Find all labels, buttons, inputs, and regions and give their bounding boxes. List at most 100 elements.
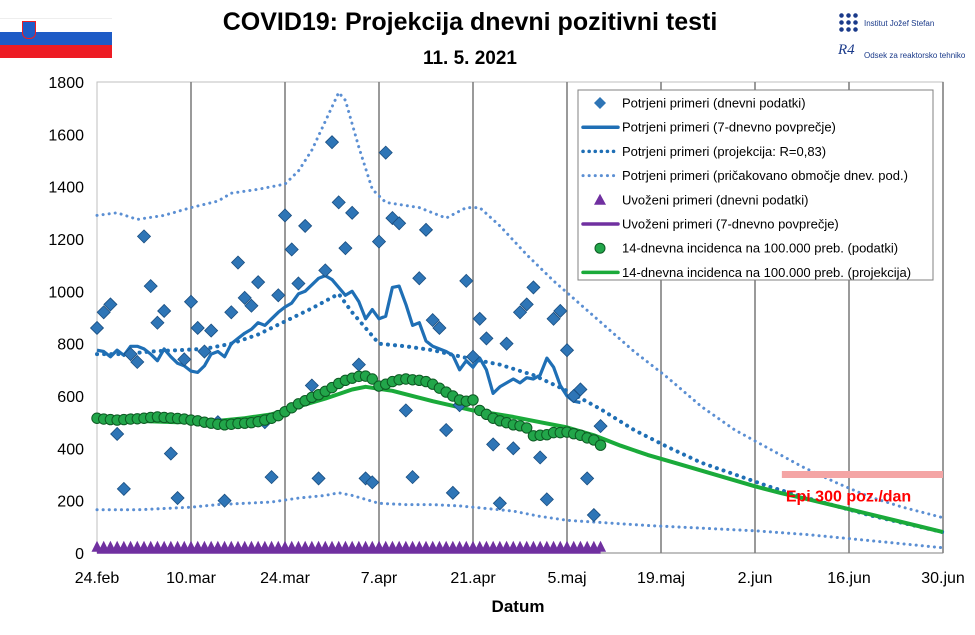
diamond-point: [439, 422, 454, 438]
diamond-point: [499, 336, 514, 351]
diamond-point: [116, 481, 131, 496]
diamond-point: [539, 492, 554, 507]
y-tick-label: 1200: [48, 232, 84, 249]
x-tick-label: 10.mar: [166, 570, 216, 587]
diamond-point: [311, 471, 326, 486]
x-tick-label: 24.feb: [75, 570, 120, 587]
diamond-point: [465, 349, 481, 364]
diamond-point: [580, 471, 595, 486]
diamond-point: [338, 241, 353, 256]
ijs-logo: Institut Jožef Stefan R4 Odsek za reakto…: [836, 10, 971, 70]
legend-entry-label: 14-dnevna incidenca na 100.000 preb. (pr…: [622, 265, 911, 280]
diamond-point: [298, 218, 313, 233]
diamond-point: [526, 280, 541, 295]
y-tick-label: 1800: [48, 75, 84, 92]
diamond-point: [371, 234, 387, 249]
legend-entry-label: Uvoženi primeri (dnevni podatki): [622, 192, 808, 207]
diamond-point: [291, 276, 306, 291]
institute-name: Institut Jožef Stefan: [864, 19, 935, 28]
diamond-point: [224, 305, 239, 320]
diamond-point: [385, 211, 400, 226]
series-line-1: [96, 274, 581, 405]
y-tick-label: 1400: [48, 180, 84, 197]
diamond-point: [459, 273, 474, 288]
diamond-point: [553, 303, 568, 319]
slovenian-flag: [0, 18, 112, 58]
legend-entry-label: Potrjeni primeri (dnevni podatki): [622, 96, 806, 111]
diamond-point: [351, 357, 366, 372]
r4-logo: R4: [838, 42, 855, 58]
diamond-point: [183, 294, 199, 309]
circle-point: [521, 422, 533, 434]
diamond-point: [519, 297, 534, 312]
diamond-point: [150, 315, 165, 330]
y-tick-label: 200: [57, 494, 84, 511]
chart-title: COVID19: Projekcija dnevni pozitivni tes…: [222, 8, 718, 36]
x-tick-label: 21.apr: [450, 570, 496, 587]
legend-entry-label: Potrjeni primeri (projekcija: R=0,83): [622, 144, 826, 159]
diamond-point: [486, 437, 501, 452]
diamond-point: [190, 320, 205, 336]
y-tick-label: 400: [57, 441, 84, 458]
diamond-point: [331, 195, 346, 210]
diamond-point: [324, 135, 340, 150]
diamond-point: [170, 490, 185, 506]
diamond-point: [573, 382, 588, 397]
department-name: Odsek za reaktorsko tehniko: [864, 51, 966, 60]
diamond-point: [217, 493, 232, 508]
diamond-point: [546, 311, 561, 326]
ijs-dots-icon: [838, 12, 860, 34]
diamond-point: [230, 255, 246, 270]
legend-box: [577, 89, 934, 281]
chart-date: 11. 5. 2021: [422, 48, 518, 69]
y-tick-label: 1600: [48, 127, 84, 144]
diamond-point: [365, 475, 380, 490]
diamond-point: [512, 305, 528, 320]
diamond-point: [204, 323, 219, 338]
diamond-point: [506, 441, 521, 456]
flag-coat-of-arms-icon: [22, 21, 36, 39]
diamond-point: [197, 344, 212, 359]
x-tick-label: 30.jun: [921, 570, 965, 587]
y-tick-label: 1000: [48, 284, 84, 301]
diamond-point: [163, 446, 178, 461]
diamond-point: [405, 470, 420, 485]
diamond-point: [418, 222, 434, 237]
diamond-point: [586, 507, 601, 523]
diamond-point: [157, 303, 172, 319]
diamond-point: [284, 242, 299, 257]
triangle-point: [595, 540, 607, 552]
legend-diamond-icon: [594, 97, 606, 109]
diamond-point: [398, 403, 413, 418]
diamond-point: [392, 216, 407, 231]
diamond-point: [136, 229, 152, 244]
diamond-point: [130, 354, 145, 370]
diamond-point: [237, 290, 252, 305]
diamond-point: [89, 320, 105, 336]
diamond-point: [559, 343, 575, 358]
diamond-point: [412, 271, 427, 286]
y-tick-label: 800: [57, 337, 84, 354]
diamond-point: [123, 347, 138, 362]
diamond-point: [271, 288, 286, 303]
x-tick-label: 19.maj: [637, 570, 685, 587]
legend-entry-label: Potrjeni primeri (pričakovano območje dn…: [622, 168, 908, 183]
legend-entry-label: Uvoženi primeri (7-dnevno povprečje): [622, 217, 839, 232]
x-tick-label: 7.apr: [361, 570, 398, 587]
diamond-point: [251, 275, 266, 290]
x-tick-label: 5.maj: [547, 570, 586, 587]
diamond-point: [445, 485, 460, 500]
diamond-point: [277, 208, 293, 223]
x-axis-title: Datum: [492, 597, 545, 616]
epi-threshold-label: Epi 300 poz./dan: [786, 489, 911, 506]
diamond-point: [533, 450, 548, 465]
x-tick-label: 16.jun: [827, 570, 871, 587]
y-tick-label: 0: [75, 546, 84, 563]
diamond-point: [103, 297, 118, 312]
diamond-point: [472, 311, 487, 326]
x-tick-label: 2.jun: [738, 570, 773, 587]
circle-point: [366, 373, 378, 385]
diamond-point: [479, 331, 494, 346]
x-tick-label: 24.mar: [260, 570, 310, 587]
diamond-point: [264, 470, 279, 485]
